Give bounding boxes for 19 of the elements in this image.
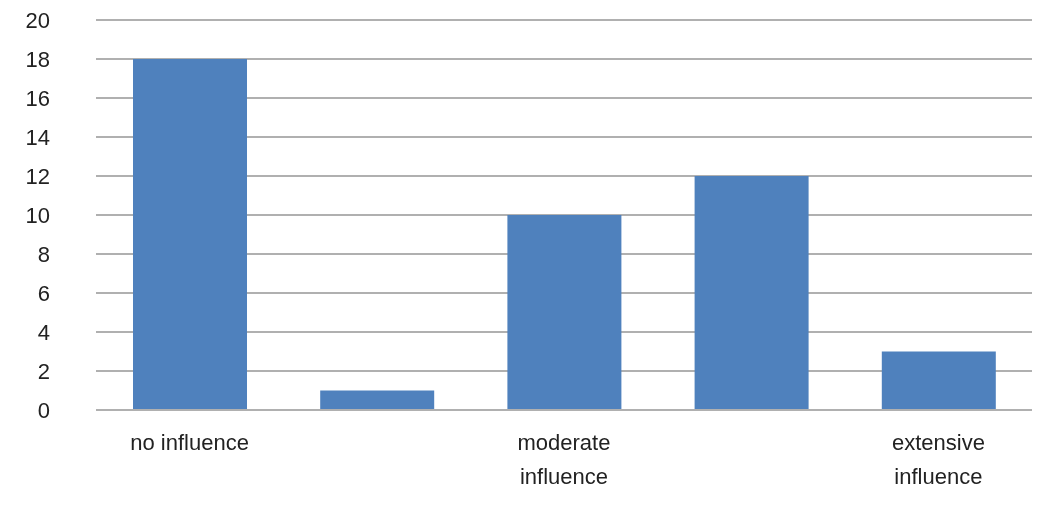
x-tick-label: moderate influence bbox=[517, 430, 611, 489]
y-tick-label: 8 bbox=[37, 241, 50, 267]
bar bbox=[881, 351, 996, 410]
x-tick-label: no influence bbox=[130, 430, 249, 455]
y-tick-label: 0 bbox=[37, 397, 50, 423]
bar bbox=[694, 176, 809, 410]
y-tick-label: 16 bbox=[25, 85, 50, 111]
bar bbox=[507, 215, 622, 410]
bar bbox=[133, 59, 247, 410]
y-tick-label: 2 bbox=[37, 358, 50, 384]
y-tick-label: 12 bbox=[25, 163, 50, 189]
y-tick-label: 6 bbox=[37, 280, 50, 306]
y-tick-label: 20 bbox=[25, 7, 50, 33]
y-tick-label: 18 bbox=[25, 46, 50, 72]
y-tick-label: 14 bbox=[25, 124, 50, 150]
y-tick-label: 10 bbox=[25, 202, 50, 228]
y-tick-label: 4 bbox=[37, 319, 50, 345]
x-tick-label: extensive influence bbox=[891, 430, 985, 489]
bar bbox=[320, 390, 435, 410]
